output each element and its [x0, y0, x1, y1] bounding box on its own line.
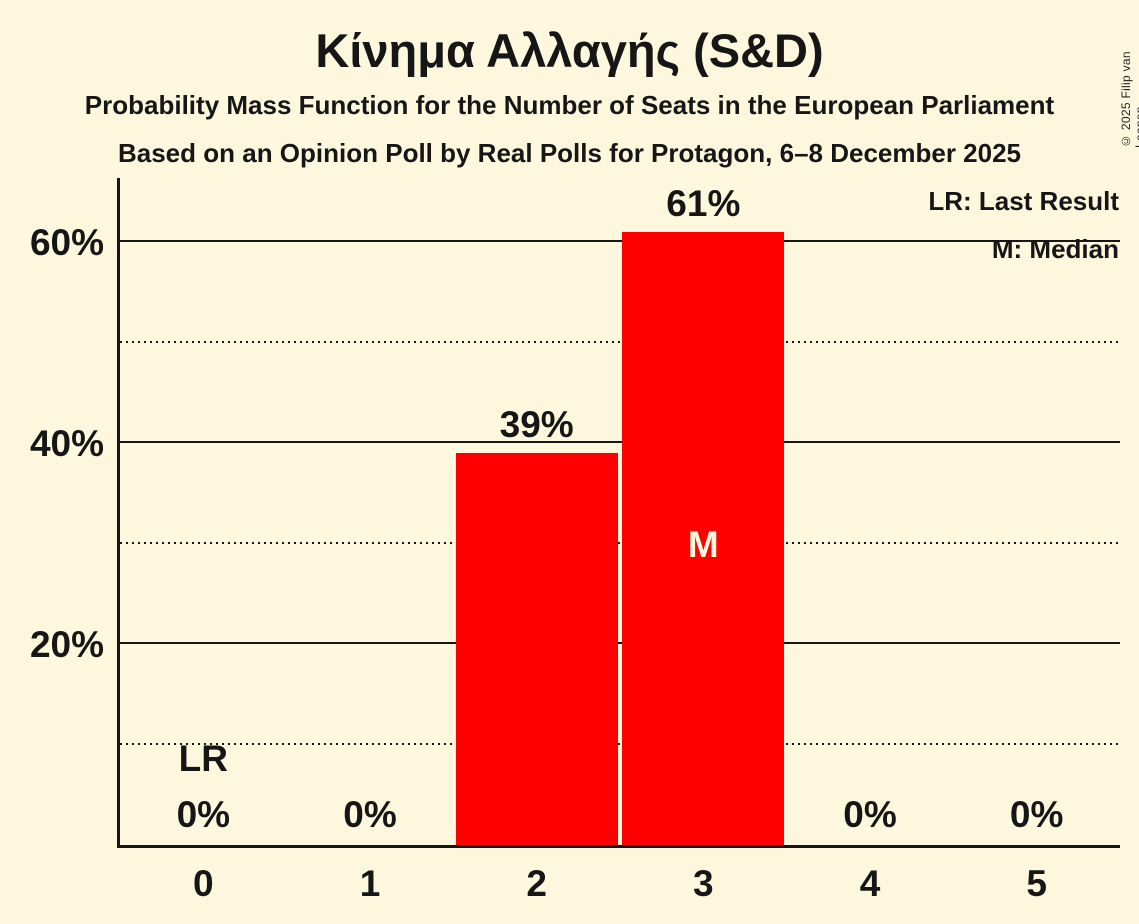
x-axis-label-seats-4: 4	[859, 863, 881, 904]
value-label-seats-0: 0%	[176, 794, 231, 835]
x-axis-label-seats-0: 0	[193, 863, 214, 904]
y-axis-line	[117, 178, 120, 848]
gridline-solid-40	[120, 441, 1120, 444]
gridline-solid-20	[120, 642, 1120, 645]
x-axis-label-seats-5: 5	[1026, 863, 1047, 904]
plot-area: 0% LR 0% 39% 61% M 0% 0%	[120, 180, 1120, 845]
x-axis-line	[117, 845, 1120, 848]
page-title: Κίνημα Αλλαγής (S&D)	[315, 24, 824, 77]
chart-subtitle-pmf: Probability Mass Function for the Number…	[84, 90, 1055, 120]
value-label-seats-1: 0%	[343, 794, 397, 835]
x-axis-label-seats-3: 3	[693, 863, 714, 904]
legend-median: M: Median	[991, 234, 1119, 264]
legend-last-result: LR: Last Result	[928, 186, 1119, 216]
last-result-marker: LR	[178, 738, 228, 779]
value-label-seats-3: 61%	[666, 183, 741, 225]
x-axis-label-seats-1: 1	[359, 863, 381, 904]
y-axis-label-20: 20%	[29, 624, 104, 666]
bar-seats-3	[622, 232, 785, 845]
gridline-solid-60	[120, 240, 1120, 243]
value-label-seats-5: 0%	[1009, 794, 1064, 835]
value-label-seats-4: 0%	[843, 794, 897, 835]
y-axis-label-60: 60%	[29, 222, 104, 264]
gridline-dotted-10	[120, 742, 1120, 745]
gridline-dotted-50	[120, 340, 1120, 343]
chart-subtitle-poll: Based on an Opinion Poll by Real Polls f…	[117, 138, 1022, 168]
gridline-dotted-30	[120, 541, 1120, 544]
median-marker: M	[687, 524, 719, 565]
copyright-notice: © 2025 Filip van Laenen	[1119, 51, 1139, 148]
bar-seats-2	[455, 453, 618, 845]
x-axis-label-seats-2: 2	[526, 863, 547, 904]
y-axis-label-40: 40%	[29, 423, 104, 465]
value-label-seats-2: 39%	[499, 404, 574, 446]
